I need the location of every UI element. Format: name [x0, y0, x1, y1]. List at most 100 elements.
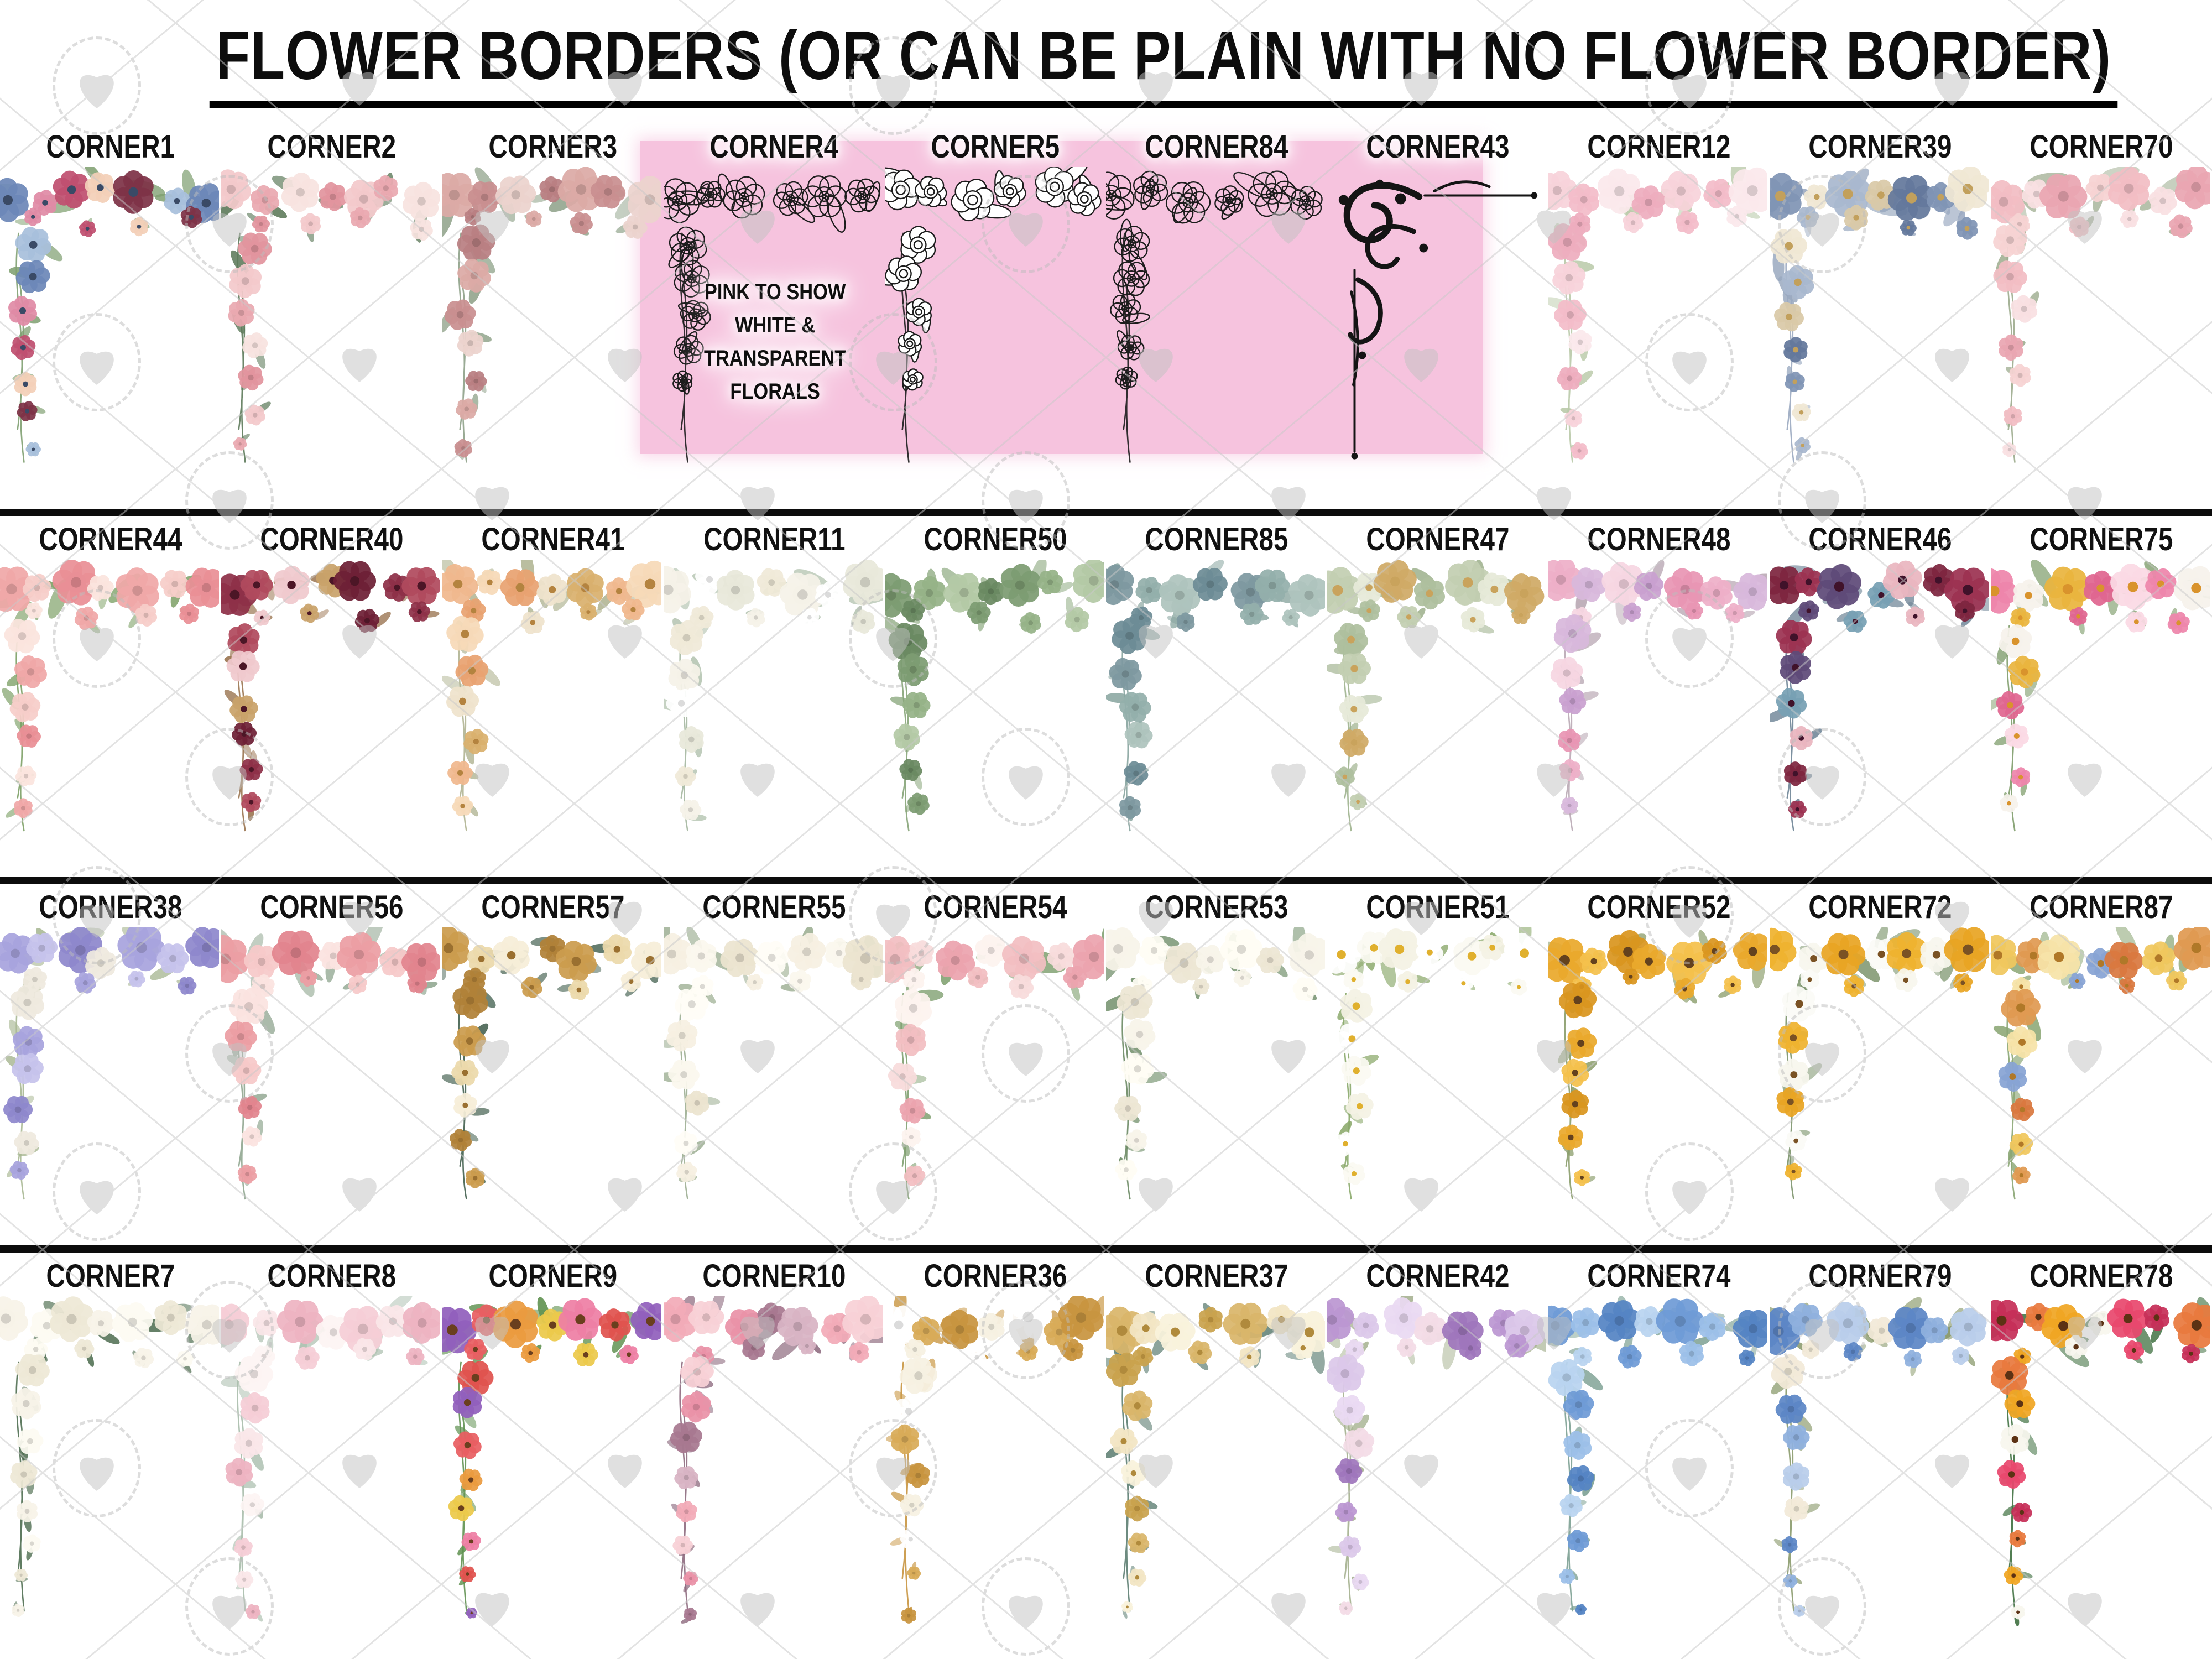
corner-item: CORNER75	[1991, 520, 2212, 877]
corner-floral-graphic	[1770, 167, 1989, 463]
corner-item: CORNER11	[664, 520, 885, 877]
corner-label: CORNER70	[2030, 129, 2173, 165]
corner-label: CORNER74	[1587, 1258, 1731, 1294]
corner-item: CORNER48	[1548, 520, 1770, 877]
corner-floral-graphic	[664, 560, 883, 832]
corner-label: CORNER56	[260, 889, 404, 925]
corner-item: CORNER43	[1327, 127, 1548, 509]
corner-label: CORNER38	[39, 889, 182, 925]
corner-label: CORNER12	[1587, 129, 1731, 165]
corner-floral-graphic	[1327, 560, 1545, 832]
corner-label: CORNER44	[39, 521, 182, 557]
corner-label: CORNER2	[267, 129, 397, 165]
corner-item: CORNER50	[885, 520, 1106, 877]
corner-floral-graphic	[1770, 927, 1989, 1200]
corner-label: CORNER53	[1145, 889, 1288, 925]
corner-item: CORNER8	[221, 1256, 442, 1658]
corner-item: CORNER1	[0, 127, 221, 509]
corner-item: CORNER9	[442, 1256, 664, 1658]
corner-floral-graphic	[1106, 170, 1323, 463]
corner-row-4: CORNER7 CORNER8 CORNER9 CORNER10 CORNER36 COR…	[0, 1256, 2212, 1658]
corner-label: CORNER57	[481, 889, 625, 925]
pink-note-text: PINK TO SHOW WHITE & TRANSPARENT FLORALS	[703, 280, 847, 404]
corner-floral-graphic	[1991, 927, 2210, 1200]
corner-floral-graphic	[1548, 167, 1767, 463]
corner-item: CORNER79	[1770, 1256, 1991, 1658]
corner-item: CORNER53	[1106, 888, 1327, 1245]
corner-item: CORNER2	[221, 127, 442, 509]
corner-item: CORNER38	[0, 888, 221, 1245]
corner-item: CORNER10	[664, 1256, 885, 1658]
corner-floral-graphic	[221, 1296, 440, 1622]
corner-floral-graphic	[885, 927, 1104, 1200]
corner-item: CORNER84	[1106, 127, 1327, 509]
corner-floral-graphic	[1770, 1297, 1987, 1618]
corner-item: CORNER57	[442, 888, 664, 1245]
corner-label: CORNER46	[1808, 521, 1952, 557]
page-title: FLOWER BORDERS (OR CAN BE PLAIN WITH NO …	[209, 17, 2118, 108]
corner-floral-graphic	[0, 560, 219, 832]
corner-label: CORNER48	[1587, 521, 1731, 557]
corner-label: CORNER72	[1808, 889, 1952, 925]
title-wrap: FLOWER BORDERS (OR CAN BE PLAIN WITH NO …	[0, 17, 2212, 108]
corner-label: CORNER39	[1808, 129, 1952, 165]
corner-label: CORNER54	[924, 889, 1067, 925]
corner-floral-graphic	[442, 560, 661, 832]
corner-floral-graphic	[0, 167, 219, 463]
corner-label: CORNER8	[267, 1258, 397, 1294]
corner-label: CORNER85	[1145, 521, 1288, 557]
corner-floral-graphic	[664, 1296, 883, 1624]
corner-label: CORNER43	[1366, 129, 1510, 165]
corner-label: CORNER84	[1145, 129, 1288, 165]
corner-label: CORNER11	[703, 521, 846, 557]
corner-item: CORNER70	[1991, 127, 2212, 509]
corner-label: CORNER36	[924, 1258, 1067, 1294]
corner-floral-graphic	[1106, 1302, 1325, 1619]
corner-item: CORNER87	[1991, 888, 2212, 1245]
corner-label: CORNER87	[2030, 889, 2173, 925]
corner-label: CORNER47	[1366, 521, 1510, 557]
corner-floral-graphic	[1548, 1296, 1767, 1615]
corner-item: CORNER47	[1327, 520, 1548, 877]
corner-label: CORNER51	[1366, 889, 1510, 925]
corner-label: CORNER41	[481, 521, 625, 557]
corner-item: CORNER46	[1770, 520, 1991, 877]
corner-label: CORNER4	[709, 129, 839, 165]
corner-item: CORNER37	[1106, 1256, 1327, 1658]
corner-item: CORNER42	[1327, 1256, 1548, 1658]
corner-item: CORNER74	[1548, 1256, 1770, 1658]
corner-floral-graphic	[1106, 927, 1325, 1200]
corner-item: CORNER51	[1327, 888, 1548, 1245]
corner-item: CORNER78	[1991, 1256, 2212, 1658]
corner-item: CORNER41	[442, 520, 664, 877]
corner-item: CORNER56	[221, 888, 442, 1245]
corner-item: CORNER36	[885, 1256, 1106, 1658]
corner-item: CORNER3	[442, 127, 664, 509]
corner-floral-graphic	[885, 560, 1104, 832]
corner-label: CORNER55	[702, 889, 846, 925]
corner-label: CORNER9	[488, 1258, 618, 1294]
corner-floral-graphic	[221, 927, 440, 1200]
corner-label: CORNER79	[1808, 1258, 1952, 1294]
corner-label: CORNER40	[260, 521, 404, 557]
corner-label: CORNER10	[702, 1258, 846, 1294]
corner-label: CORNER52	[1587, 889, 1731, 925]
corner-item: CORNER55	[664, 888, 885, 1245]
corner-floral-graphic	[885, 1296, 1104, 1624]
corner-floral-graphic	[1991, 560, 2210, 832]
corner-floral-graphic	[442, 1297, 661, 1619]
corner-item: CORNER54	[885, 888, 1106, 1245]
corner-item: CORNER44	[0, 520, 221, 877]
corner-label: CORNER7	[46, 1258, 175, 1294]
row-divider-2	[0, 877, 2212, 884]
row-divider-1	[0, 509, 2212, 516]
corner-item: CORNER5	[885, 127, 1106, 509]
corner-label: CORNER1	[46, 129, 175, 165]
corner-row-3: CORNER38 CORNER56 CORNER57 CORNER55 CORNER54…	[0, 888, 2212, 1245]
corner-floral-graphic	[1991, 1297, 2210, 1627]
corner-row-1: CORNER1 CORNER2 CORNER3 CORNER4 CORNER5 CORNE…	[0, 127, 2212, 509]
corner-label: CORNER3	[488, 129, 618, 165]
corner-label: CORNER42	[1366, 1258, 1510, 1294]
corner-item: CORNER85	[1106, 520, 1327, 877]
